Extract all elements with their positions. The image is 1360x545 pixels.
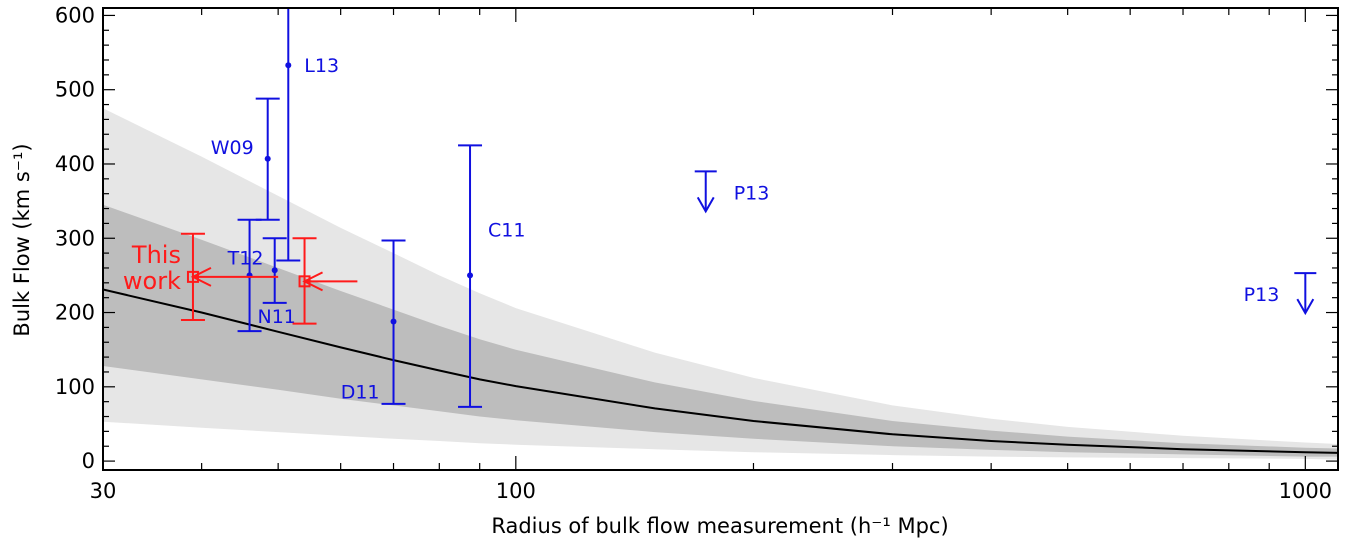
plot-frame xyxy=(102,7,1339,471)
data-label: N11 xyxy=(258,306,296,328)
upper-limit-p13-1: P13 xyxy=(694,170,770,214)
data-marker xyxy=(298,275,311,288)
data-point-l13: L13 xyxy=(276,8,339,262)
model-curve xyxy=(103,288,1338,454)
this-work-label-line: This xyxy=(131,241,181,269)
x-tick-label: 30 xyxy=(90,479,117,503)
data-marker xyxy=(285,62,292,69)
radius-arrowhead xyxy=(190,266,212,287)
limit-arrowhead xyxy=(1296,298,1315,316)
data-label: P13 xyxy=(1244,284,1280,306)
data-point-c11: C11 xyxy=(458,144,525,408)
model-curve-group xyxy=(103,288,1338,454)
data-label: D11 xyxy=(341,381,380,403)
upper-limit-p13-2: P13 xyxy=(1244,272,1317,316)
y-tick-label: 500 xyxy=(55,78,95,102)
data-marker xyxy=(467,272,474,279)
data-label: C11 xyxy=(488,219,525,241)
y-tick-label: 300 xyxy=(55,226,95,250)
data-point-w09: W09 xyxy=(211,97,280,221)
y-axis-label: Bulk Flow (km s⁻¹) xyxy=(10,143,34,336)
x-tick-label: 1000 xyxy=(1279,479,1332,503)
x-axis-label: Radius of bulk flow measurement (h⁻¹ Mpc… xyxy=(491,514,948,538)
data-point-d11: D11 xyxy=(341,239,406,405)
this-work-point-1 xyxy=(180,232,279,321)
data-label: T12 xyxy=(227,247,264,269)
data-label: L13 xyxy=(304,55,339,77)
y-tick-label: 600 xyxy=(55,3,95,27)
y-tick-label: 200 xyxy=(55,301,95,325)
limit-arrowhead xyxy=(696,196,715,214)
axes: 0 100 200 300 400 500 600 30 100 1000 xyxy=(55,3,1338,503)
data-marker xyxy=(390,318,397,325)
data-marker xyxy=(186,270,199,283)
x-tick-label: 100 xyxy=(496,479,536,503)
data-point-n11: N11 xyxy=(258,237,296,328)
this-work-label-line: work xyxy=(123,267,181,295)
y-tick-label: 400 xyxy=(55,152,95,176)
model-band-inner xyxy=(103,204,1338,457)
data-marker xyxy=(271,267,278,274)
model-bands xyxy=(103,108,1338,460)
this-work-point-2 xyxy=(292,237,358,325)
data-label: W09 xyxy=(211,137,254,159)
data-marker xyxy=(264,155,271,162)
y-tick-label: 0 xyxy=(82,449,95,473)
y-tick-label: 100 xyxy=(55,375,95,399)
radius-arrowhead xyxy=(302,271,323,292)
data-label: P13 xyxy=(734,182,770,204)
